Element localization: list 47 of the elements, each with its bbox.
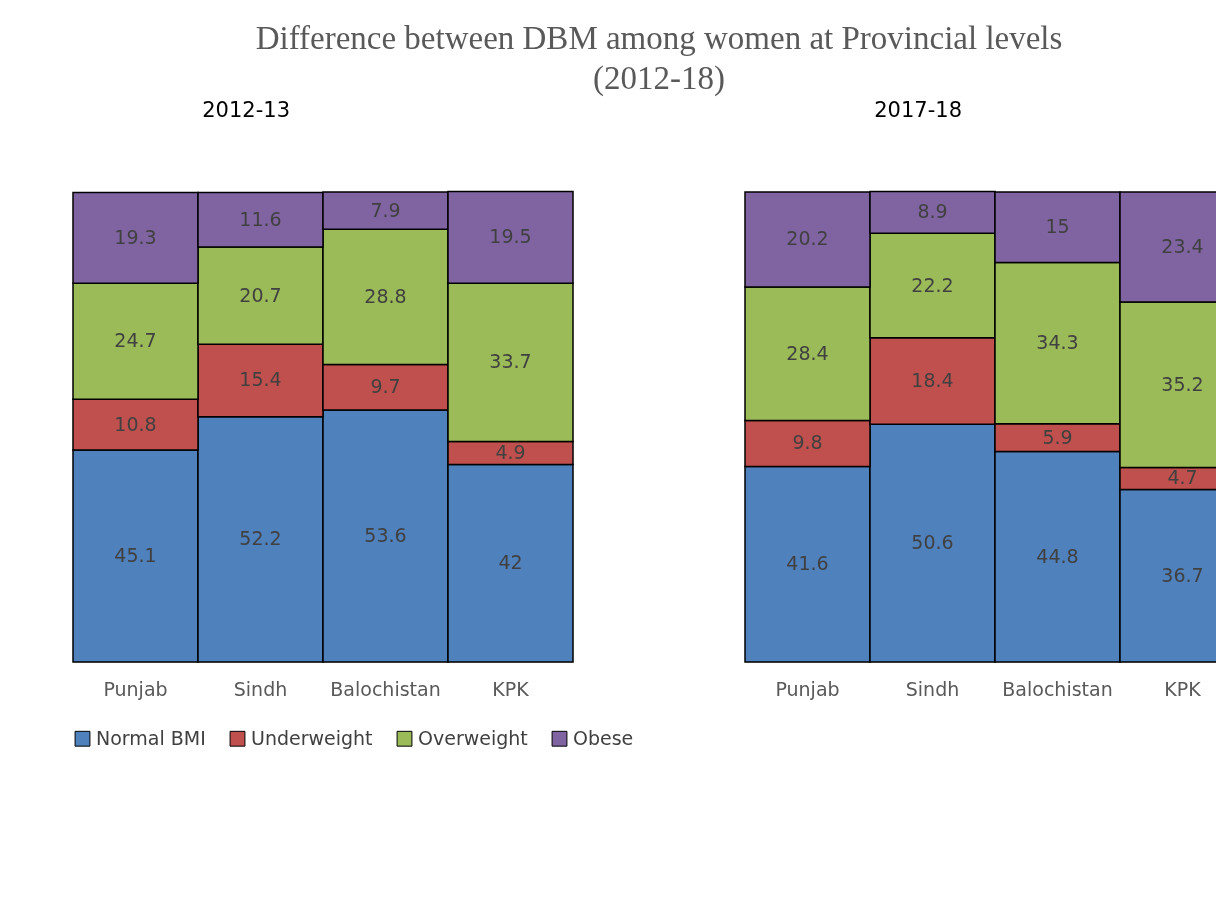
legend-label: Normal BMI [96,726,206,749]
legend-label: Overweight [418,726,528,749]
data-label: 28.8 [364,284,407,307]
x-tick-label: Balochistan [330,677,441,700]
data-label: 15 [1045,215,1070,238]
x-tick-label: KPK [1164,677,1202,700]
data-label: 50.6 [911,531,954,554]
data-label: 20.2 [786,227,829,250]
x-tick-label: Sindh [233,677,288,700]
data-label: 44.8 [1036,544,1079,567]
data-label: 4.9 [495,441,526,464]
data-label: 36.7 [1161,563,1204,586]
data-label: 42 [498,551,523,574]
data-label: 11.6 [239,207,282,230]
data-label: 5.9 [1042,425,1073,448]
data-label: 18.4 [911,368,954,391]
data-label: 19.3 [114,225,157,248]
data-label: 53.6 [364,524,407,547]
x-tick-label: Balochistan [1002,677,1113,700]
x-tick-label: Punjab [775,677,840,700]
x-tick-label: KPK [492,677,530,700]
data-label: 22.2 [911,273,954,296]
data-label: 23.4 [1161,234,1204,257]
data-label: 8.9 [917,200,948,223]
data-label: 7.9 [370,198,401,221]
legend-label: Obese [573,726,634,749]
data-label: 34.3 [1036,331,1079,354]
x-tick-label: Punjab [103,677,168,700]
data-label: 45.1 [114,544,157,567]
x-tick-label: Sindh [905,677,960,700]
data-label: 9.8 [792,431,823,454]
data-label: 10.8 [114,412,157,435]
data-label: 19.5 [489,225,532,248]
legend-label: Underweight [251,726,373,749]
data-label: 35.2 [1161,372,1204,395]
chart-subtitle: 2012-13 [202,97,290,122]
data-label: 15.4 [239,368,282,391]
data-label: 4.7 [1167,466,1198,489]
data-label: 9.7 [370,375,401,398]
chart-title: 2017-18 [874,97,962,122]
data-label: 41.6 [786,552,829,575]
data-label: 20.7 [239,283,282,306]
text: Difference between DBM among women at Provincial levels (2012-18) [255,19,1063,97]
data-label: 33.7 [489,350,532,373]
data-label: 28.4 [786,341,829,364]
data-label: 24.7 [114,329,157,352]
data-label: 52.2 [239,527,282,550]
